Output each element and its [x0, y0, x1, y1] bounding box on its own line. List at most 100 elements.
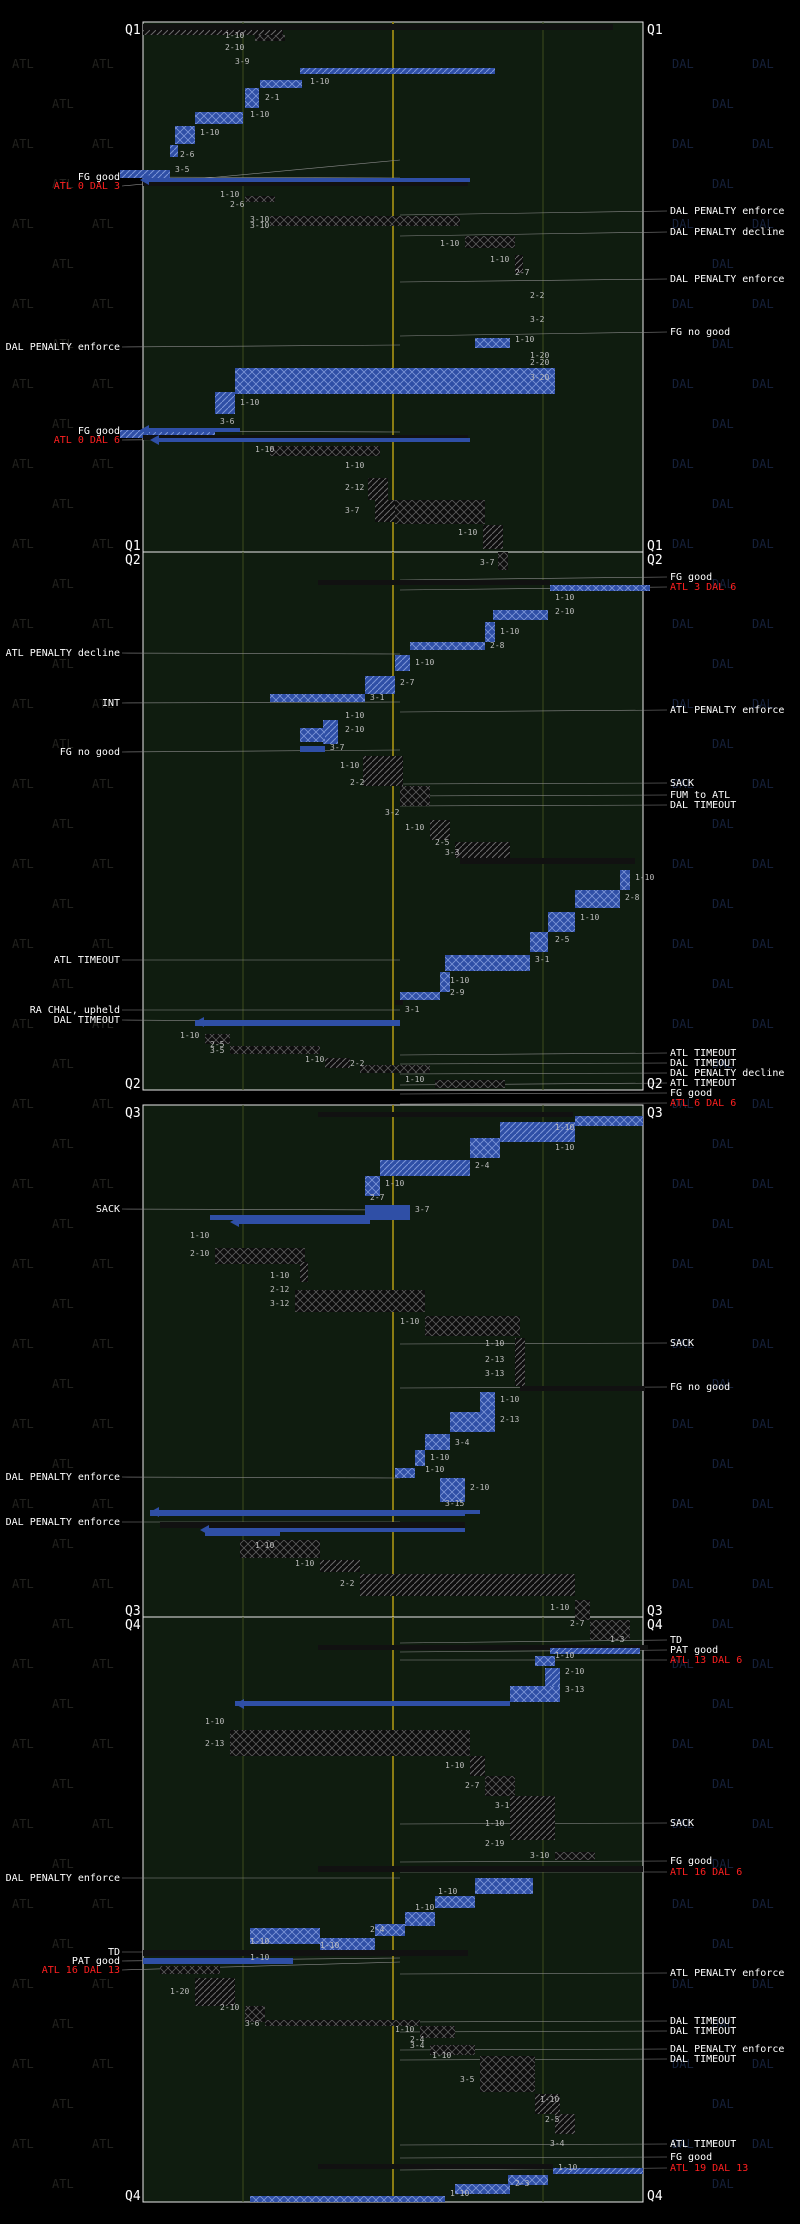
- annotation-leader: [399, 782, 668, 785]
- down-distance-label: 2-5: [545, 2115, 560, 2124]
- drive-segment: [318, 1112, 573, 1117]
- atl-watermark: ATL: [12, 1097, 34, 1111]
- dal-watermark: DAL: [752, 57, 774, 71]
- drive-segment: [575, 1600, 590, 1620]
- atl-watermark: ATL: [52, 497, 74, 511]
- annotation-leader: [399, 1052, 668, 1056]
- drive-segment: [215, 392, 235, 414]
- annotation-leader: [399, 804, 668, 807]
- dal-watermark: DAL: [712, 657, 734, 671]
- drive-segment: [143, 435, 468, 440]
- dal-watermark: DAL: [672, 297, 694, 311]
- dal-watermark: DAL: [752, 2137, 774, 2151]
- drive-segment: [365, 1205, 410, 1217]
- right-annotation: DAL TIMEOUT: [670, 2026, 736, 2037]
- left-annotation: ATL 0 DAL 3: [54, 181, 120, 192]
- drive-segment: [425, 1316, 520, 1336]
- drive-segment: [300, 728, 325, 742]
- drive-segment: [323, 720, 338, 744]
- quarter-label-bottom: Q1: [647, 539, 663, 554]
- atl-watermark: ATL: [12, 1417, 34, 1431]
- drive-segment: [485, 622, 495, 642]
- drive-segment: [395, 655, 410, 671]
- drive-segment: [450, 1412, 495, 1432]
- drive-segment: [325, 1058, 350, 1068]
- right-annotation: TD: [670, 1635, 682, 1646]
- drive-segment: [205, 1530, 280, 1536]
- atl-watermark: ATL: [52, 177, 74, 191]
- down-distance-label: 1-10: [250, 1937, 269, 1946]
- down-distance-label: 1-10: [540, 2095, 559, 2104]
- drive-segment: [143, 30, 283, 35]
- drive-segment: [435, 1896, 475, 1908]
- drive-segment: [215, 1248, 305, 1264]
- right-annotation: DAL TIMEOUT: [670, 2016, 736, 2027]
- down-distance-label: 2-10: [220, 2003, 239, 2012]
- drive-segment: [395, 1000, 403, 1005]
- atl-watermark: ATL: [92, 1977, 114, 1991]
- down-distance-label: 1-10: [485, 1339, 504, 1348]
- right-annotation: DAL PENALTY decline: [670, 1068, 784, 1079]
- dal-watermark: DAL: [752, 1657, 774, 1671]
- atl-watermark: ATL: [12, 1977, 34, 1991]
- down-distance-label: 2-8: [490, 641, 505, 650]
- atl-watermark: ATL: [92, 57, 114, 71]
- drive-segment: [260, 80, 302, 88]
- dal-watermark: DAL: [752, 537, 774, 551]
- down-distance-label: 1-10: [445, 1761, 464, 1770]
- right-annotation: ATL PENALTY enforce: [670, 1968, 784, 1979]
- dal-watermark: DAL: [712, 2177, 734, 2191]
- atl-watermark: ATL: [92, 457, 114, 471]
- drive-segment: [175, 126, 195, 144]
- dal-watermark: DAL: [752, 937, 774, 951]
- dal-watermark: DAL: [752, 857, 774, 871]
- drive-segment: [230, 1046, 320, 1054]
- drive-segment: [498, 552, 508, 570]
- left-annotation: FG good: [78, 172, 120, 183]
- drive-segment: [400, 992, 440, 1000]
- dal-watermark: DAL: [752, 1417, 774, 1431]
- drive-segment: [318, 1645, 648, 1650]
- down-distance-label: 1-10: [400, 1317, 419, 1326]
- atl-watermark: ATL: [52, 897, 74, 911]
- drive-segment: [255, 35, 285, 41]
- quarter-label-top: Q2: [647, 553, 663, 568]
- annotation-leader: [399, 210, 668, 216]
- dal-watermark: DAL: [672, 457, 694, 471]
- atl-watermark: ATL: [52, 1377, 74, 1391]
- dal-watermark: DAL: [712, 337, 734, 351]
- dal-watermark: DAL: [752, 457, 774, 471]
- drive-segment: [520, 1386, 645, 1391]
- right-annotation: ATL TIMEOUT: [670, 1078, 736, 1089]
- right-annotation: DAL PENALTY enforce: [670, 206, 784, 217]
- right-annotation: DAL PENALTY enforce: [670, 274, 784, 285]
- down-distance-label: 3-5: [175, 165, 190, 174]
- atl-watermark: ATL: [12, 857, 34, 871]
- drive-segment: [143, 1958, 293, 1964]
- down-distance-label: 2-4: [475, 1161, 490, 1170]
- dal-watermark: DAL: [672, 1257, 694, 1271]
- drive-segment: [500, 1122, 575, 1142]
- atl-watermark: ATL: [52, 1617, 74, 1631]
- down-distance-label: 2-10: [565, 1667, 584, 1676]
- drive-segment: [120, 170, 170, 178]
- drive-segment: [245, 88, 259, 108]
- down-distance-label: 2-7: [465, 1781, 480, 1790]
- down-distance-label: 2-12: [345, 483, 364, 492]
- drive-segment: [250, 1928, 320, 1944]
- atl-watermark: ATL: [52, 1457, 74, 1471]
- drive-segment: [430, 820, 450, 840]
- down-distance-label: 3-2: [530, 315, 545, 324]
- dal-watermark: DAL: [752, 217, 774, 231]
- drive-segment: [360, 1574, 575, 1596]
- down-distance-label: 1-10: [450, 976, 469, 985]
- right-annotation: FG good: [670, 2152, 712, 2163]
- down-distance-label: 1-10: [415, 1903, 434, 1912]
- annotation-leader: [121, 1476, 401, 1479]
- down-distance-label: 1-10: [490, 255, 509, 264]
- dal-watermark: DAL: [672, 1097, 694, 1111]
- drive-segment: [530, 932, 548, 952]
- atl-watermark: ATL: [52, 977, 74, 991]
- atl-watermark: ATL: [92, 1897, 114, 1911]
